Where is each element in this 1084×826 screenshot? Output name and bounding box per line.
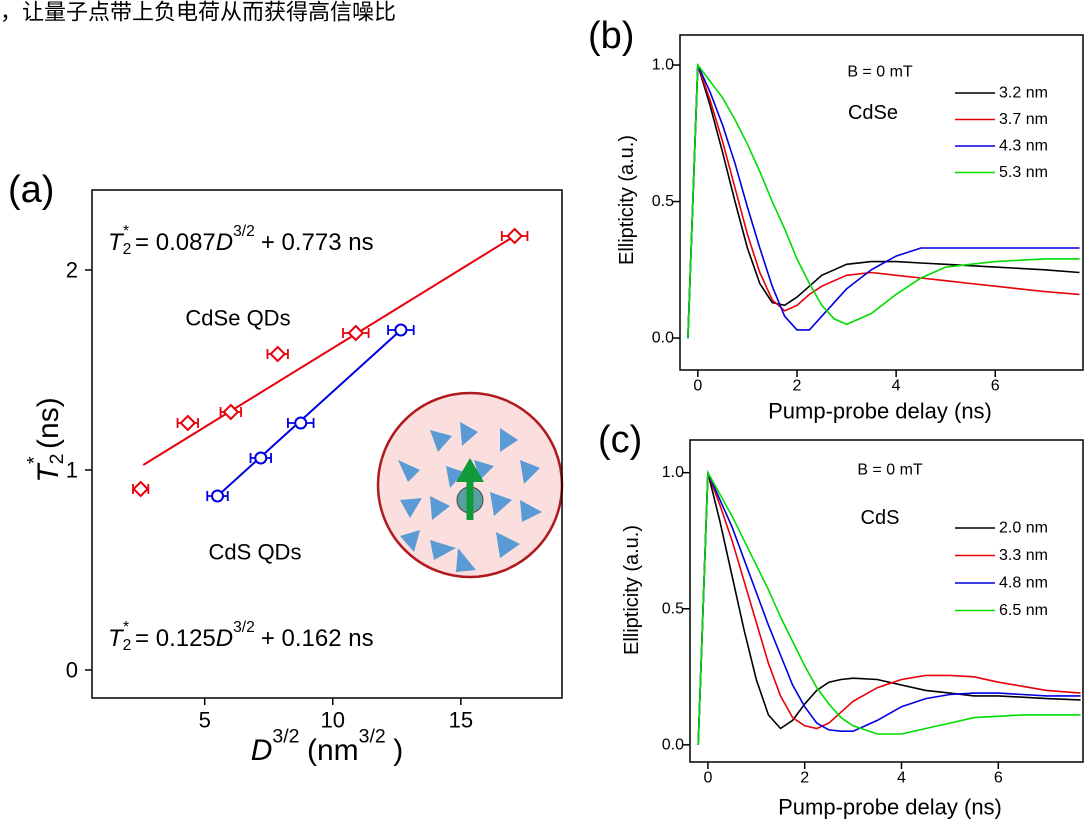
plot-frame: [91, 189, 563, 699]
inset-illustration: [376, 391, 564, 579]
y-axis-label: T2* (ns): [24, 397, 69, 482]
panel-label: (b): [588, 15, 634, 57]
text-part: 3/2: [272, 726, 299, 748]
data-point: [179, 414, 197, 432]
y-tick-label: 0.0: [652, 330, 674, 347]
x-tick-label: 15: [449, 708, 473, 733]
panel-label: (c): [598, 419, 642, 461]
data-point: [211, 489, 225, 503]
legend-label: 4.3 nm: [999, 138, 1048, 155]
series-label: CdSe QDs: [185, 306, 290, 331]
y-axis-label: Ellipticity (a.u.): [621, 525, 643, 655]
text-part: T: [108, 229, 125, 256]
data-line: [697, 472, 1081, 745]
text-part: T: [108, 625, 125, 652]
text-part: 2: [123, 637, 132, 654]
text-part: *: [24, 456, 46, 464]
data-line: [687, 62, 1080, 339]
x-tick-label: 2: [800, 770, 809, 787]
text-part: *: [123, 223, 129, 240]
legend-label: 6.5 nm: [999, 602, 1048, 619]
spin-arrows: [398, 422, 542, 572]
data-line: [697, 469, 1081, 745]
data-point: [506, 227, 524, 245]
header-text: ，让量子点带上负电荷从而获得高信噪比: [0, 0, 396, 25]
legend-label: 3.7 nm: [999, 111, 1048, 128]
data-point: [222, 403, 240, 421]
fit-line: [142, 235, 516, 466]
data-line: [697, 472, 1081, 745]
text-part: (nm: [307, 734, 359, 767]
data-line: [687, 64, 1080, 339]
data-point: [269, 345, 287, 363]
text-part: = 0.125: [135, 625, 216, 652]
text-part: 3/2: [233, 223, 255, 240]
x-tick-label: 10: [321, 708, 345, 733]
text-part: D: [251, 734, 273, 767]
annotation: B = 0 mT: [847, 64, 913, 81]
text-part: = 0.087: [135, 229, 216, 256]
series-label: CdS QDs: [209, 540, 302, 565]
y-tick-label: 0.0: [662, 736, 684, 753]
x-tick-label: 2: [793, 378, 802, 395]
x-tick-label: 6: [994, 770, 1003, 787]
text-part: (ns): [32, 397, 65, 449]
legend-label: 3.3 nm: [999, 547, 1048, 564]
y-tick-label: 0: [66, 658, 78, 683]
x-tick-label: 4: [892, 378, 901, 395]
text-part: ): [393, 734, 403, 767]
y-tick-label: 0.5: [662, 600, 684, 617]
plot-frame: [679, 34, 1084, 371]
text-part: 2: [46, 454, 68, 465]
electron-spin-head: [456, 458, 484, 482]
data-point: [394, 323, 408, 337]
text-part: D: [216, 625, 233, 652]
legend-label: 2.0 nm: [999, 520, 1048, 537]
fit-equation: T2* = 0.087D3/2 + 0.773 ns: [108, 223, 374, 258]
text-part: 3/2: [359, 726, 386, 748]
text-part: T: [32, 462, 65, 483]
plot-frame: [689, 439, 1084, 763]
text-part: + 0.162 ns: [261, 625, 374, 652]
text-part: 2: [123, 241, 132, 258]
x-axis-label: Pump-probe delay (ns): [778, 795, 1002, 820]
data-point: [294, 416, 308, 430]
fit-equation: T2* = 0.125D3/2 + 0.162 ns: [108, 619, 374, 654]
data-point: [254, 451, 268, 465]
text-part: D: [216, 229, 233, 256]
legend-label: 4.8 nm: [999, 575, 1048, 592]
data-point: [347, 324, 365, 342]
text-part: 3/2: [233, 619, 255, 636]
data-line: [687, 64, 1080, 339]
y-tick-label: 1.0: [652, 57, 674, 74]
annotation: CdS: [861, 507, 900, 529]
y-tick-label: 1: [66, 458, 78, 483]
legend-label: 5.3 nm: [999, 164, 1048, 181]
x-tick-label: 4: [897, 770, 906, 787]
x-axis-label: D3/2 (nm3/2): [251, 726, 404, 767]
x-tick-label: 6: [991, 378, 1000, 395]
panel-label: (a): [8, 169, 54, 211]
text-part: *: [123, 619, 129, 636]
y-axis-label: Ellipticity (a.u.): [616, 135, 638, 265]
x-tick-label: 5: [199, 708, 211, 733]
annotation: CdSe: [848, 102, 898, 124]
legend-label: 3.2 nm: [999, 85, 1048, 102]
y-tick-label: 2: [66, 258, 78, 283]
x-tick-label: 0: [703, 770, 712, 787]
data-line: [687, 64, 1080, 339]
data-line: [697, 472, 1081, 745]
y-tick-label: 1.0: [662, 464, 684, 481]
data-point: [132, 480, 150, 498]
fit-line: [216, 329, 402, 497]
annotation: B = 0 mT: [857, 462, 923, 479]
x-axis-label: Pump-probe delay (ns): [768, 399, 992, 424]
text-part: + 0.773 ns: [261, 229, 374, 256]
y-tick-label: 0.5: [652, 193, 674, 210]
x-tick-label: 0: [693, 378, 702, 395]
